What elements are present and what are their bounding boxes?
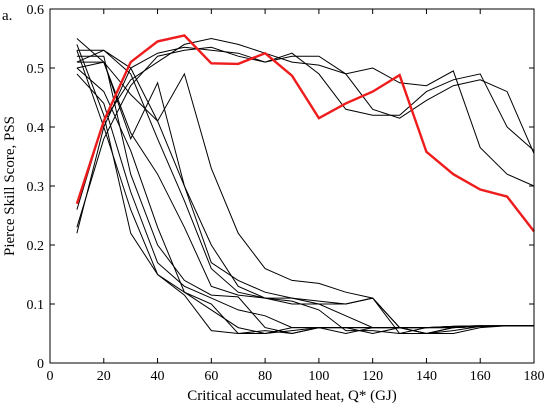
x-tick-label: 40: [151, 369, 165, 384]
y-tick-label: 0.6: [27, 3, 45, 18]
x-tick-label: 0: [47, 369, 54, 384]
x-tick-label: 80: [258, 369, 272, 384]
y-tick-label: 0.1: [27, 298, 45, 313]
series-line-1: [76, 46, 535, 234]
series-line-5: [76, 49, 534, 334]
x-tick-label: 100: [308, 369, 329, 384]
x-tick-label: 160: [470, 369, 491, 384]
panel-label: a.: [2, 8, 12, 24]
axes-layer: 0 20 40 60 80 100 120 140 160 180 0 0.1 0.2 0.3 0.4 0.5…: [27, 3, 545, 384]
y-tick-label: 0.4: [27, 121, 45, 136]
x-tick-label: 120: [362, 369, 383, 384]
series-line-6: [76, 49, 534, 329]
series-line-8: [76, 61, 534, 335]
series-layer: [76, 37, 535, 335]
x-tick-label: 180: [524, 369, 545, 384]
x-axis-label: Critical accumulated heat, Q* (GJ): [187, 388, 397, 404]
x-tick-label: 60: [204, 369, 218, 384]
y-axis-label: Pierce Skill Score, PSS: [2, 116, 18, 256]
series-line-2: [76, 46, 535, 228]
series-line-11: [76, 44, 534, 335]
series-line-10: [76, 73, 534, 335]
series-line-3: [76, 37, 535, 210]
series-line-highlight: [75, 34, 535, 233]
highlight-layer: [75, 34, 535, 233]
y-tick-label: 0: [37, 357, 44, 372]
y-tick-label: 0.3: [27, 180, 45, 195]
x-tick-label: 20: [97, 369, 111, 384]
y-tick-label: 0.2: [27, 239, 45, 254]
series-line-7: [76, 61, 534, 329]
y-tick-label: 0.5: [27, 62, 45, 77]
series-line-13: [76, 67, 534, 335]
x-tick-label: 140: [416, 369, 437, 384]
